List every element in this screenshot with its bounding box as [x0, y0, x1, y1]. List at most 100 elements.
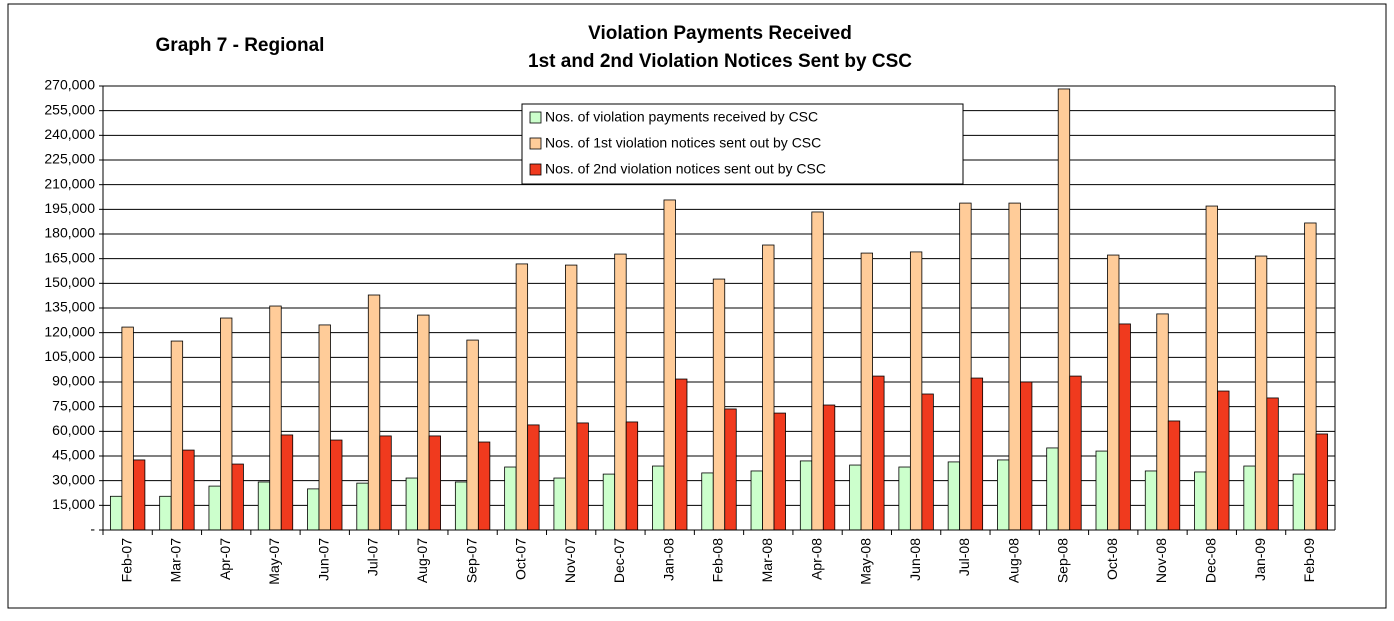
- legend-swatch: [529, 163, 542, 176]
- bar: [947, 461, 961, 531]
- legend-swatch: [529, 137, 542, 150]
- bar: [565, 264, 578, 531]
- x-tick-label: Nov-08: [1153, 538, 1169, 583]
- x-tick-label: Jan-08: [660, 538, 676, 581]
- x-tick-label: Feb-09: [1301, 538, 1317, 583]
- bar: [417, 314, 430, 531]
- bar: [1008, 202, 1021, 531]
- y-tick-label: 75,000: [52, 397, 95, 413]
- bar: [921, 393, 934, 531]
- bar: [959, 202, 972, 531]
- bar: [675, 378, 688, 531]
- bar: [280, 434, 294, 531]
- bar: [1057, 88, 1071, 531]
- bar: [1304, 222, 1317, 531]
- bar: [405, 477, 418, 531]
- legend-label: Nos. of 1st violation notices sent out b…: [545, 135, 821, 151]
- bar: [1266, 397, 1279, 531]
- x-tick-label: Dec-08: [1203, 538, 1219, 583]
- bar: [527, 424, 540, 531]
- bar: [553, 477, 566, 531]
- bar: [909, 251, 923, 531]
- x-tick-label: Apr-08: [808, 538, 824, 580]
- y-tick-label: 30,000: [52, 471, 95, 487]
- y-tick-label: 270,000: [44, 77, 95, 93]
- x-tick-label: Jan-09: [1252, 538, 1268, 581]
- x-tick-label: May-07: [266, 538, 282, 585]
- bar: [898, 466, 911, 531]
- x-tick-label: Feb-07: [118, 538, 134, 583]
- bar: [208, 485, 221, 531]
- y-tick-label: -: [90, 521, 95, 537]
- x-tick-label: Jul-08: [956, 538, 972, 576]
- bar: [159, 495, 172, 531]
- bar: [724, 408, 737, 531]
- bar: [970, 377, 984, 531]
- y-tick-label: 225,000: [44, 151, 95, 167]
- x-tick-label: Dec-07: [611, 538, 627, 583]
- bar: [330, 439, 343, 531]
- bar: [1217, 390, 1230, 531]
- bar: [860, 252, 873, 531]
- bar: [1205, 205, 1218, 531]
- bar: [576, 422, 589, 531]
- bar: [1292, 473, 1306, 531]
- bar: [997, 459, 1010, 531]
- bar: [318, 324, 331, 531]
- bar: [1167, 420, 1181, 531]
- legend-label: Nos. of 2nd violation notices sent out b…: [545, 161, 826, 177]
- y-tick-label: 255,000: [44, 101, 95, 117]
- y-tick-label: 60,000: [52, 422, 95, 438]
- y-tick-label: 90,000: [52, 373, 95, 389]
- y-tick-label: 240,000: [44, 126, 95, 142]
- bar: [182, 449, 195, 531]
- x-tick-label: Jun-07: [315, 538, 331, 581]
- x-tick-label: Nov-07: [562, 538, 578, 583]
- bar: [454, 481, 468, 531]
- bar: [762, 244, 775, 531]
- bar: [1144, 470, 1158, 531]
- bar: [811, 211, 824, 531]
- bar: [1118, 323, 1131, 531]
- y-tick-label: 195,000: [44, 200, 95, 216]
- bar: [773, 412, 786, 531]
- bar: [799, 460, 813, 531]
- bar: [625, 421, 639, 531]
- y-tick-label: 180,000: [44, 225, 95, 241]
- legend-box: [521, 103, 964, 185]
- bar: [477, 441, 491, 531]
- bar: [367, 294, 381, 531]
- bar: [428, 435, 441, 531]
- bar: [307, 488, 320, 531]
- y-tick-label: 105,000: [44, 348, 95, 364]
- bar: [822, 404, 836, 531]
- x-tick-label: Apr-07: [217, 538, 233, 580]
- bar: [1243, 465, 1256, 531]
- legend-label: Nos. of violation payments received by C…: [545, 109, 818, 125]
- y-tick-label: 150,000: [44, 274, 95, 290]
- bar: [109, 495, 123, 531]
- bar: [1095, 450, 1108, 531]
- x-tick-label: Feb-08: [710, 538, 726, 583]
- bar: [1107, 254, 1120, 531]
- x-tick-label: Mar-08: [759, 538, 775, 583]
- chart-title: Violation Payments Received: [588, 23, 852, 44]
- bar: [1315, 433, 1329, 531]
- bar: [170, 340, 184, 531]
- y-tick-label: 135,000: [44, 299, 95, 315]
- bar: [220, 317, 233, 531]
- bar: [121, 326, 134, 531]
- y-tick-label: 165,000: [44, 249, 95, 265]
- y-tick-label: 210,000: [44, 175, 95, 191]
- y-tick-label: 15,000: [52, 496, 95, 512]
- x-tick-label: Jul-07: [365, 538, 381, 576]
- y-tick-label: 120,000: [44, 323, 95, 339]
- x-tick-label: Oct-07: [513, 538, 529, 580]
- x-tick-label: May-08: [858, 538, 874, 585]
- x-tick-label: Sep-07: [463, 538, 479, 583]
- bar: [257, 481, 271, 531]
- bar: [849, 464, 862, 531]
- bar: [701, 472, 714, 531]
- bar: [132, 459, 146, 531]
